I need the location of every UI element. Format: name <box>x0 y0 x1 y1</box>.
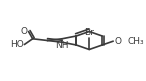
Text: HO: HO <box>10 40 23 49</box>
Text: Br: Br <box>84 28 94 37</box>
Text: O: O <box>21 27 28 36</box>
Text: O: O <box>114 37 121 46</box>
Text: NH: NH <box>55 41 69 50</box>
Text: CH₃: CH₃ <box>127 37 144 46</box>
